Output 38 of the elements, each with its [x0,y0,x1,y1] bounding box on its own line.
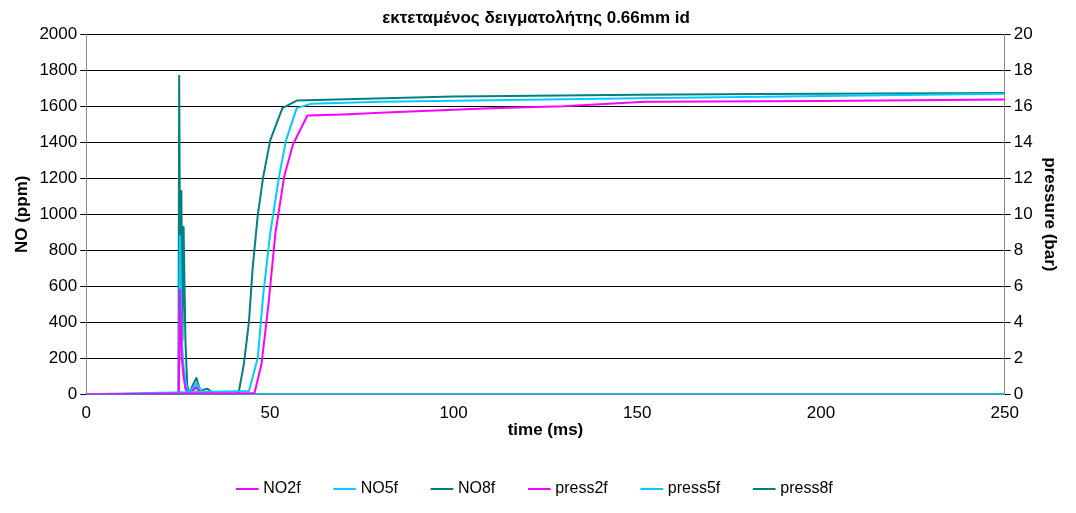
y-tick-label: 1000 [39,203,78,223]
y2-axis-title: pressure (bar) [1041,157,1061,272]
x-tick-label: 150 [623,403,652,423]
y-tick-label: 400 [48,311,78,331]
y-tick-label: 2000 [39,24,78,44]
y-tick-label: 200 [48,347,78,367]
y-axis-title: NO (ppm) [11,175,31,254]
y2-tick-label: 18 [1013,60,1033,80]
x-axis-title: time (ms) [507,420,584,440]
x-tick-label: 0 [81,403,91,423]
legend-label: NO5f [360,479,399,497]
x-tick-label: 50 [260,403,280,423]
x-tick-label: 200 [806,403,836,423]
legend-label: press2f [555,479,609,497]
chart-title: εκτεταμένος δειγματολήτης 0.66mm id [382,7,690,27]
y2-tick-label: 2 [1013,347,1024,367]
x-tick-label: 250 [990,403,1019,423]
y-tick-label: 1400 [39,132,78,152]
y2-tick-label: 12 [1013,168,1033,188]
legend-label: press5f [667,479,721,497]
y2-tick-label: 14 [1013,132,1033,152]
y2-tick-label: 20 [1013,24,1033,44]
y2-tick-label: 10 [1013,203,1033,223]
y-tick-label: 600 [48,275,78,295]
legend-label: NO2f [263,479,302,497]
y2-tick-label: 16 [1013,96,1033,116]
y2-tick-label: 8 [1013,239,1024,259]
y2-tick-label: 6 [1013,275,1024,295]
y-tick-label: 1800 [39,60,78,80]
y-tick-label: 1200 [39,168,78,188]
x-tick-label: 100 [439,403,468,423]
y2-tick-label: 4 [1013,311,1024,331]
legend-label: press8f [780,479,834,497]
y-tick-label: 1600 [39,96,78,116]
legend-label: NO8f [457,479,496,497]
y-tick-label: 0 [67,383,78,403]
y2-tick-label: 0 [1013,383,1024,403]
y-tick-label: 800 [48,239,78,259]
